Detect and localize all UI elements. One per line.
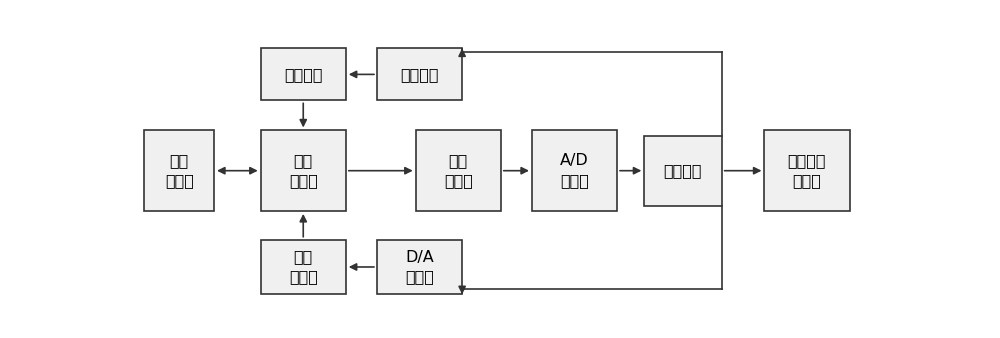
Text: 模拟开关: 模拟开关 bbox=[284, 67, 322, 82]
Text: D/A
转换器: D/A 转换器 bbox=[405, 249, 434, 284]
Text: 高压
放大器: 高压 放大器 bbox=[289, 249, 318, 284]
Bar bbox=[532, 130, 617, 211]
Text: 电位
传感器: 电位 传感器 bbox=[165, 153, 194, 188]
Text: 光耦隔离: 光耦隔离 bbox=[400, 67, 439, 82]
Bar bbox=[377, 240, 462, 294]
Bar bbox=[261, 48, 346, 100]
Bar bbox=[764, 130, 850, 211]
Bar bbox=[261, 130, 346, 211]
Text: 航天器数
传系统: 航天器数 传系统 bbox=[788, 153, 826, 188]
Bar bbox=[416, 130, 501, 211]
Text: A/D
转换器: A/D 转换器 bbox=[560, 153, 589, 188]
Bar bbox=[144, 130, 214, 211]
Bar bbox=[261, 240, 346, 294]
Text: 微处理器: 微处理器 bbox=[664, 163, 702, 178]
Text: 隔离
放大器: 隔离 放大器 bbox=[444, 153, 473, 188]
Bar bbox=[377, 48, 462, 100]
Text: 前置
放大器: 前置 放大器 bbox=[289, 153, 318, 188]
Bar bbox=[644, 136, 722, 206]
